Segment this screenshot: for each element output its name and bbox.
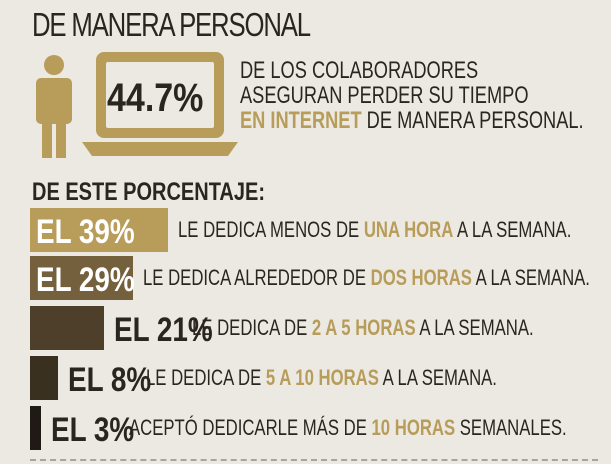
breakdown-bar	[30, 306, 104, 350]
stat-line-2: ASEGURAN PERDER SU TIEMPO	[240, 82, 529, 109]
breakdown-text-pre: LE DEDICA DE	[192, 315, 312, 340]
breakdown-bar	[30, 406, 41, 450]
stat-line-3: EN INTERNET DE MANERA PERSONAL.	[240, 108, 584, 133]
breakdown-text-pre: ACEPTÓ DEDICARLE MÁS DE	[129, 415, 372, 440]
breakdown-text: LE DEDICA DE 2 A 5 HORAS A LA SEMANA.	[192, 315, 534, 341]
breakdown-bar	[30, 208, 168, 252]
breakdown-label: EL 29%	[36, 261, 135, 299]
person-icon	[36, 55, 72, 158]
breakdown-text-highlight: 10 HORAS	[371, 415, 456, 440]
breakdown-text: LE DEDICA ALREDEDOR DE DOS HORAS A LA SE…	[143, 265, 590, 291]
breakdown-text-highlight: 2 A 5 HORAS	[311, 315, 416, 340]
breakdown-label: EL 21%	[114, 311, 213, 349]
breakdown-text-pre: LE DEDICA ALREDEDOR DE	[143, 265, 371, 290]
breakdown-text: LE DEDICA MENOS DE UNA HORA A LA SEMANA.	[178, 217, 571, 243]
breakdown-text: ACEPTÓ DEDICARLE MÁS DE 10 HORAS SEMANAL…	[129, 415, 567, 441]
page-title: DE MANERA PERSONAL	[32, 6, 311, 43]
breakdown-text-post: SEMANALES.	[455, 415, 567, 440]
breakdown-subtitle: DE ESTE PORCENTAJE:	[32, 178, 265, 206]
breakdown-row: EL 21% LE DEDICA DE 2 A 5 HORAS A LA SEMA…	[30, 306, 534, 350]
breakdown-text-post: A LA SEMANA.	[378, 365, 497, 390]
breakdown-text-pre: LE DEDICA MENOS DE	[178, 217, 364, 242]
breakdown-label: EL 8%	[68, 361, 152, 399]
stat-line-1: DE LOS COLABORADORES	[240, 57, 479, 84]
breakdown-text-highlight: UNA HORA	[363, 217, 454, 242]
breakdown-row: EL 39% LE DEDICA MENOS DE UNA HORA A LA S…	[30, 208, 571, 252]
stat-description: DE LOS COLABORADORES ASEGURAN PERDER SU …	[240, 58, 584, 133]
breakdown-label: EL 39%	[36, 213, 135, 251]
breakdown-bar	[30, 356, 58, 400]
stat-highlight: EN INTERNET	[240, 107, 362, 134]
stat-percent: 44.7%	[107, 76, 204, 120]
breakdown-row: EL 8% LE DEDICA DE 5 A 10 HORAS A LA SEMA…	[30, 356, 497, 400]
breakdown-text-post: A LA SEMANA.	[415, 315, 534, 340]
breakdown-text-highlight: DOS HORAS	[370, 265, 472, 290]
laptop-icon	[82, 52, 238, 156]
breakdown-text-highlight: 5 A 10 HORAS	[265, 365, 379, 390]
breakdown-bar	[30, 256, 133, 300]
breakdown-row: EL 3% ACEPTÓ DEDICARLE MÁS DE 10 HORAS SE…	[30, 406, 567, 450]
divider	[30, 459, 598, 461]
breakdown-row: EL 29% LE DEDICA ALREDEDOR DE DOS HORAS A…	[30, 256, 590, 300]
breakdown-text-post: A LA SEMANA.	[471, 265, 590, 290]
breakdown-text-pre: LE DEDICA DE	[146, 365, 266, 390]
stat-line-3-rest: DE MANERA PERSONAL.	[366, 107, 584, 134]
breakdown-text: LE DEDICA DE 5 A 10 HORAS A LA SEMANA.	[146, 365, 497, 391]
breakdown-label: EL 3%	[51, 411, 135, 449]
breakdown-text-post: A LA SEMANA.	[453, 217, 572, 242]
